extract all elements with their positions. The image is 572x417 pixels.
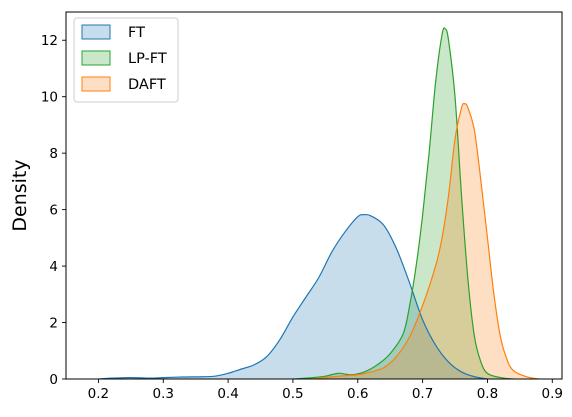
series-area-daft (312, 103, 540, 379)
x-tick-label: 0.4 (217, 386, 238, 402)
legend: FT LP-FT DAFT (73, 17, 179, 103)
y-tick-label: 4 (49, 259, 58, 275)
plot-frame (65, 11, 563, 380)
legend-swatch-ft (81, 24, 111, 40)
x-axis: 0.2 0.3 0.4 0.5 0.6 0.7 0.8 0.9 (88, 379, 563, 402)
legend-label-ft: FT (128, 25, 145, 41)
legend-label-lp-ft: LP-FT (128, 51, 167, 67)
y-tick-label: 12 (41, 33, 58, 49)
plot-area (98, 27, 540, 379)
x-tick-label: 0.7 (412, 386, 433, 402)
y-tick-label: 10 (41, 90, 58, 106)
legend-swatch-daft (81, 76, 111, 92)
series-area-lp-ft (292, 27, 514, 379)
y-axis-label: Density (9, 159, 31, 231)
series-line-daft (312, 102, 540, 379)
y-tick-label: 2 (49, 316, 58, 332)
x-tick-label: 0.3 (153, 386, 174, 402)
legend-swatch-lp-ft (81, 50, 111, 66)
series-area-ft (98, 214, 488, 379)
x-tick-label: 0.2 (88, 386, 109, 402)
y-tick-label: 8 (49, 146, 58, 162)
x-tick-label: 0.9 (542, 386, 563, 402)
y-tick-label: 0 (49, 372, 58, 388)
x-tick-label: 0.5 (282, 386, 303, 402)
series-line-ft (98, 213, 488, 379)
legend-label-daft: DAFT (128, 77, 166, 93)
y-tick-label: 6 (49, 203, 58, 219)
y-axis: 0 2 4 6 8 10 12 (41, 33, 66, 388)
x-tick-label: 0.6 (347, 386, 368, 402)
x-tick-label: 0.8 (477, 386, 498, 402)
